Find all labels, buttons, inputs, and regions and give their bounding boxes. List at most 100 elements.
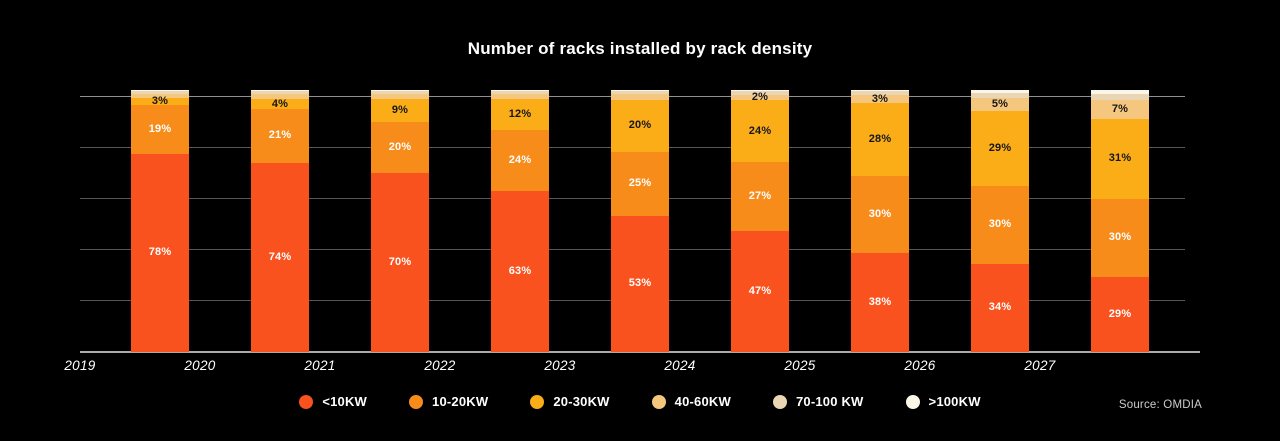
bar-2025: 3% 28% 30% 38% xyxy=(851,90,909,352)
segment-2022-10-20kw: 24% xyxy=(491,129,549,191)
chart-title: Number of racks installed by rack densit… xyxy=(467,39,813,58)
legend-item-100kw: >100KW xyxy=(905,394,981,409)
bar-2021: 9% 20% 70% xyxy=(371,90,429,352)
segment-2020-70-100-kw xyxy=(251,91,309,94)
segment-value-label: 29% xyxy=(988,141,1012,154)
segment-2025--10kw: 38% xyxy=(851,253,909,352)
x-axis-label-2023: 2023 xyxy=(544,358,576,373)
x-axis-line xyxy=(80,351,1200,353)
legend-item-20-30kw: 20-30KW xyxy=(530,394,609,409)
segment-2026--100kw xyxy=(971,90,1029,93)
segment-2027--10kw: 29% xyxy=(1091,276,1149,352)
source-credit: Source: OMDIA xyxy=(1118,399,1202,411)
segment-value-label: 4% xyxy=(271,97,289,110)
x-axis-label-2025: 2025 xyxy=(784,358,816,373)
segment-2023-70-100-kw xyxy=(611,91,669,94)
segment-2019--10kw: 78% xyxy=(131,153,189,352)
segment-2020-40-60kw xyxy=(251,93,309,99)
segment-2024--100kw xyxy=(731,90,789,92)
legend-item-label: >100KW xyxy=(928,394,981,409)
segment-2019-10-20kw: 19% xyxy=(131,105,189,154)
segment-value-label: 3% xyxy=(871,92,889,105)
segment-value-label: 63% xyxy=(508,264,532,277)
bar-2026: 5% 29% 30% 34% xyxy=(971,90,1029,352)
segment-value-label: 3% xyxy=(151,94,169,107)
segment-value-label: 78% xyxy=(148,246,172,259)
legend-item-10-20kw: 10-20KW xyxy=(409,394,488,409)
segment-2021-70-100-kw xyxy=(371,91,429,94)
segment-value-label: 70% xyxy=(388,255,412,268)
segment-value-label: 38% xyxy=(868,296,892,309)
segment-2024-70-100-kw xyxy=(731,91,789,96)
segment-2022-70-100-kw xyxy=(491,91,549,94)
segment-2026-20-30kw: 29% xyxy=(971,110,1029,186)
legend-item-label: <10KW xyxy=(322,394,368,409)
segment-value-label: 9% xyxy=(391,103,409,116)
bar-2027: 7% 31% 30% 29% xyxy=(1091,90,1149,352)
legend-dot-icon xyxy=(409,394,424,409)
legend-dot-icon xyxy=(530,394,545,409)
segment-value-label: 2% xyxy=(751,91,769,104)
bar-2024: 2% 24% 27% 47% xyxy=(731,90,789,352)
legend-dot-icon xyxy=(299,394,314,409)
bar-2019: 3% 19% 78% xyxy=(131,90,189,352)
segment-2019-70-100-kw xyxy=(131,91,189,94)
segment-value-label: 34% xyxy=(988,301,1012,314)
x-axis-label-2019: 2019 xyxy=(64,358,96,373)
segment-value-label: 12% xyxy=(508,107,532,120)
segment-value-label: 20% xyxy=(388,140,412,153)
segment-value-label: 74% xyxy=(268,250,292,263)
segment-value-label: 31% xyxy=(1108,152,1132,165)
segment-value-label: 24% xyxy=(748,124,772,137)
segment-2027-70-100-kw xyxy=(1091,93,1149,101)
legend-item-10kw: <10KW xyxy=(299,394,367,409)
segment-2026-70-100-kw xyxy=(971,92,1029,98)
segment-value-label: 21% xyxy=(268,129,292,142)
legend-dot-icon xyxy=(905,394,920,409)
legend-item-40-60kw: 40-60KW xyxy=(651,394,731,409)
segment-value-label: 24% xyxy=(508,153,532,166)
segment-2024-10-20kw: 27% xyxy=(731,161,789,232)
segment-2022--10kw: 63% xyxy=(491,190,549,352)
segment-2022--100kw xyxy=(491,90,549,92)
segment-2022-40-60kw xyxy=(491,93,549,99)
legend-item-label: 40-60KW xyxy=(674,394,731,409)
bar-2022: 12% 24% 63% xyxy=(491,90,549,352)
segment-2021-20-30kw: 9% xyxy=(371,98,429,122)
legend: <10KW 10-20KW 20-30KW 40-60KW 70-100 KW >100K… xyxy=(0,394,1280,409)
x-axis-label-2022: 2022 xyxy=(424,358,456,373)
segment-value-label: 30% xyxy=(1108,231,1132,244)
segment-2024-40-60kw: 2% xyxy=(731,91,789,104)
plot-area: 3% 19% 78% 4% 21% 74% 9% 20% 70% 12% 24% 63% 20% 25% 5… xyxy=(80,90,1185,352)
segment-value-label: 19% xyxy=(148,122,172,135)
segment-2021--100kw xyxy=(371,90,429,92)
segment-value-label: 47% xyxy=(748,285,772,298)
segment-2021-10-20kw: 20% xyxy=(371,121,429,174)
segment-2023-10-20kw: 25% xyxy=(611,151,669,216)
segment-2026--10kw: 34% xyxy=(971,263,1029,352)
legend-item-label: 10-20KW xyxy=(432,394,489,409)
segment-value-label: 28% xyxy=(868,132,892,145)
segment-2025--100kw xyxy=(851,90,909,92)
segment-2024-20-30kw: 24% xyxy=(731,100,789,162)
legend-item-70-100-kw: 70-100 KW xyxy=(772,394,864,409)
segment-2023--100kw xyxy=(611,90,669,92)
segment-2020--100kw xyxy=(251,90,309,92)
segment-2020-20-30kw: 4% xyxy=(251,97,309,110)
x-axis-label-2021: 2021 xyxy=(304,358,336,373)
segment-2021-40-60kw xyxy=(371,93,429,99)
x-axis-label-2024: 2024 xyxy=(664,358,696,373)
segment-2025-40-60kw: 3% xyxy=(851,92,909,105)
segment-2020--10kw: 74% xyxy=(251,162,309,352)
segment-value-label: 7% xyxy=(1111,102,1129,115)
segment-2021--10kw: 70% xyxy=(371,173,429,352)
segment-2027-10-20kw: 30% xyxy=(1091,198,1149,277)
segment-2019-40-60kw xyxy=(131,93,189,98)
segment-2026-10-20kw: 30% xyxy=(971,185,1029,264)
segment-2020-10-20kw: 21% xyxy=(251,109,309,163)
segment-2019-20-30kw: 3% xyxy=(131,94,189,107)
segment-2025-70-100-kw xyxy=(851,91,909,96)
segment-2023--10kw: 53% xyxy=(611,215,669,352)
segment-value-label: 25% xyxy=(628,177,652,190)
